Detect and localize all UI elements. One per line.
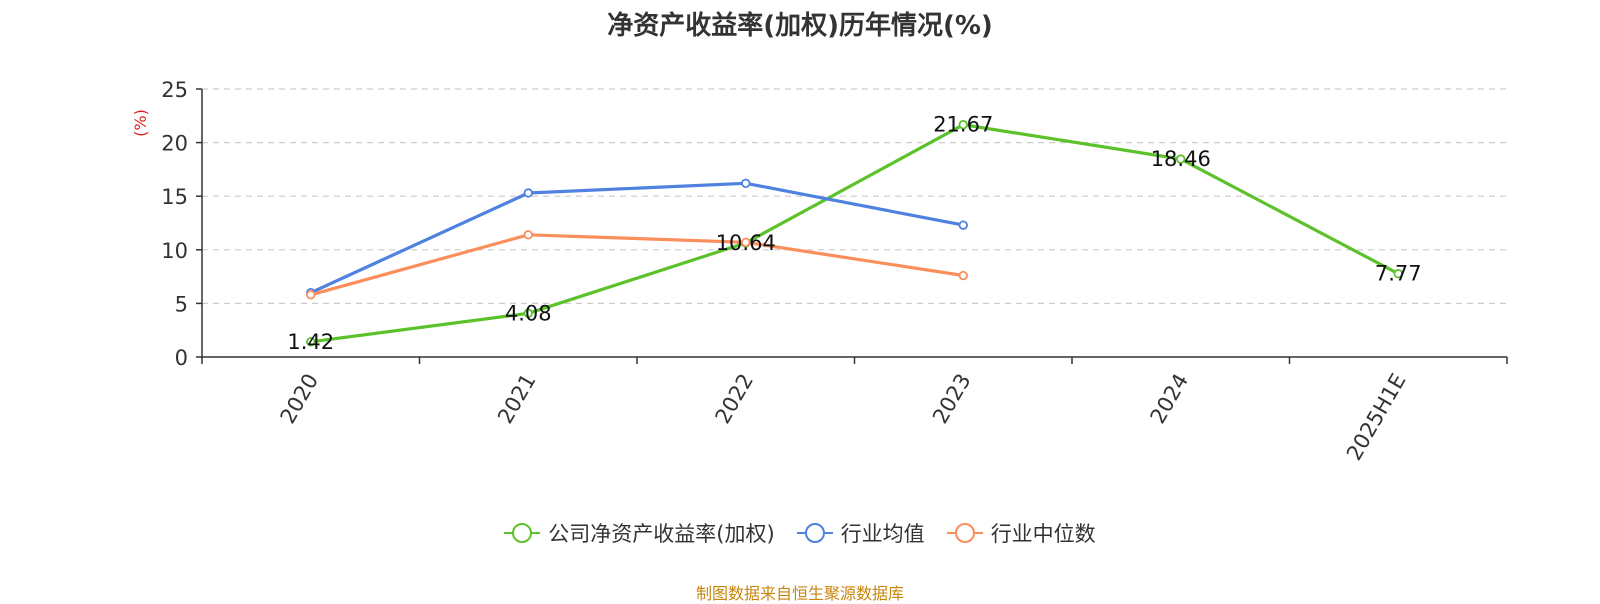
legend-line-circle-icon bbox=[946, 523, 983, 543]
y-tick-label: 0 bbox=[175, 346, 188, 370]
data-point bbox=[958, 220, 968, 230]
series-line bbox=[310, 233, 964, 297]
data-label: 1.42 bbox=[287, 330, 334, 354]
footer-source: 制图数据来自恒生聚源数据库 bbox=[695, 584, 904, 603]
legend-item[interactable]: 公司净资产收益率(加权) bbox=[504, 518, 775, 548]
data-label: 21.67 bbox=[933, 113, 993, 137]
data-point bbox=[958, 119, 968, 130]
legend-line-circle-icon bbox=[504, 523, 541, 543]
x-tick-label: 2023 bbox=[928, 370, 976, 428]
data-point bbox=[1176, 154, 1186, 164]
y-axis-title: (%) bbox=[131, 109, 150, 137]
data-point bbox=[1393, 269, 1403, 279]
grid-layer bbox=[202, 88, 1507, 304]
data-point bbox=[958, 270, 968, 281]
chart-title: 净资产收益率(加权)历年情况(%) bbox=[607, 11, 993, 41]
series-line bbox=[310, 181, 964, 295]
legend-item[interactable]: 行业中位数 bbox=[946, 518, 1096, 548]
legend-label: 行业均值 bbox=[840, 522, 925, 546]
legend-label: 公司净资产收益率(加权) bbox=[548, 522, 775, 546]
series-layer bbox=[306, 119, 1403, 347]
legend-item[interactable]: 行业均值 bbox=[796, 518, 925, 548]
x-tick-label: 2025H1E bbox=[1342, 370, 1411, 465]
data-point bbox=[741, 237, 751, 247]
y-tick-label: 25 bbox=[161, 78, 188, 102]
legend: 公司净资产收益率(加权) 行业均值 行业中位数 bbox=[0, 518, 1600, 548]
data-point bbox=[523, 188, 533, 198]
legend-label: 行业中位数 bbox=[990, 522, 1096, 546]
series-line bbox=[310, 123, 1400, 344]
x-tick-label: 2024 bbox=[1146, 370, 1194, 428]
data-label: 10.64 bbox=[716, 231, 776, 255]
x-tick-label: 2022 bbox=[711, 370, 759, 428]
data-point bbox=[741, 178, 751, 189]
legend-line-circle-icon bbox=[796, 523, 833, 543]
x-tick-label: 2021 bbox=[493, 370, 541, 428]
data-label: 4.08 bbox=[505, 301, 552, 325]
axis-layer: 0 5 10 15 20 25 (%) 2020 2021 2022 2023 2024 2025H1E bbox=[131, 78, 1508, 465]
y-tick-label: 5 bbox=[175, 292, 188, 316]
data-point bbox=[523, 230, 533, 240]
data-label: 18.46 bbox=[1151, 147, 1211, 171]
data-point bbox=[523, 308, 533, 318]
y-tick-label: 20 bbox=[161, 132, 188, 156]
data-label: 7.77 bbox=[1375, 262, 1422, 286]
data-point bbox=[306, 337, 316, 347]
label-layer: 1.42 4.08 10.64 21.67 18.46 7.77 bbox=[287, 113, 1421, 354]
y-tick-label: 10 bbox=[161, 239, 188, 263]
x-tick-label: 2020 bbox=[276, 370, 324, 428]
data-point bbox=[306, 290, 316, 300]
y-tick-label: 15 bbox=[161, 185, 188, 209]
